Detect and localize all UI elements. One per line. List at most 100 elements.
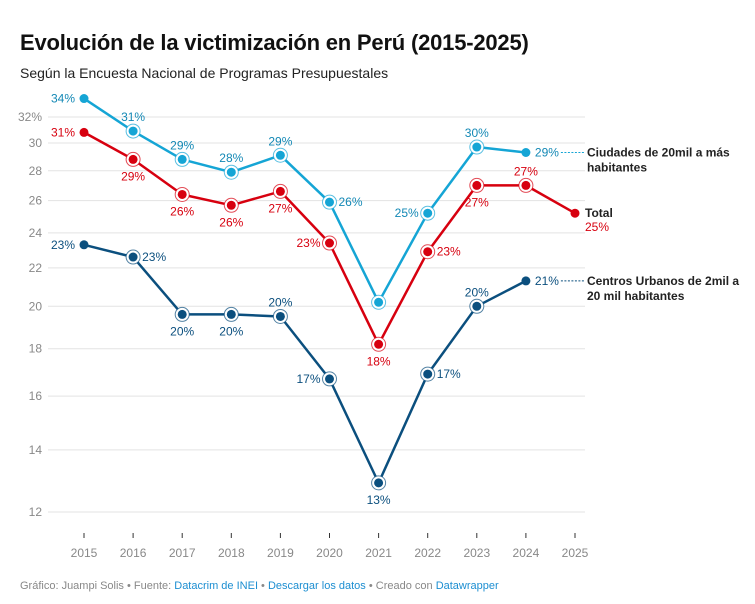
y-tick-label: 24 [29, 226, 43, 240]
data-point [521, 276, 531, 286]
data-point [128, 126, 138, 136]
data-label: 20% [465, 285, 489, 299]
x-tick-label: 2017 [169, 546, 196, 560]
data-label: 28% [219, 151, 243, 165]
data-label: 20% [268, 295, 292, 309]
data-point [128, 252, 138, 262]
legend-label: Ciudades de 20mil a más [587, 145, 730, 159]
series-line [83, 97, 527, 304]
data-point [472, 301, 482, 311]
y-tick-label: 28 [29, 164, 43, 178]
data-point [472, 180, 482, 190]
data-label: 31% [121, 110, 145, 124]
y-tick-label: 18 [29, 342, 43, 356]
chart-subtitle: Según la Encuesta Nacional de Programas … [20, 65, 389, 81]
data-labels: 34% 31% 29% 28% 29% 26% 25% 30% 29% 31% 29% 26% 26% 2… [51, 92, 609, 507]
download-data-link[interactable]: Descargar los datos [267, 580, 366, 592]
data-point [325, 238, 334, 248]
data-label: 21% [535, 274, 559, 288]
data-point [226, 309, 236, 319]
footer-sep: • Creado con [365, 580, 436, 592]
data-label: 25% [395, 206, 419, 220]
data-label: 17% [296, 372, 320, 386]
data-label: 34% [51, 92, 75, 106]
data-label: 20% [219, 324, 243, 338]
datawrapper-link[interactable]: Datawrapper [435, 580, 499, 592]
data-point [177, 189, 187, 199]
footer: Gráfico: Juampi Solis • Fuente: Datacrim… [20, 580, 499, 592]
y-tick-label: 22 [29, 261, 43, 275]
legend-label: 20 mil habitantes [587, 289, 685, 303]
data-label: 25% [585, 220, 609, 234]
y-tick-label: 12 [29, 505, 43, 519]
x-tick-label: 2015 [71, 546, 98, 560]
footer-sep: • [258, 580, 268, 592]
data-label: 26% [339, 195, 363, 209]
data-point [423, 208, 433, 218]
data-point [275, 150, 285, 160]
x-tick-label: 2020 [316, 546, 343, 560]
x-tick-label: 2016 [120, 546, 147, 560]
data-points [79, 94, 580, 491]
data-point [177, 309, 187, 319]
y-tick-label: 32% [18, 110, 42, 124]
x-tick-label: 2019 [267, 546, 294, 560]
y-tick-label: 16 [29, 389, 43, 403]
data-point [374, 297, 384, 307]
data-label: 20% [170, 324, 194, 338]
data-label: 27% [268, 201, 292, 215]
data-label: 23% [296, 236, 320, 250]
data-point [374, 478, 384, 488]
data-label: 29% [170, 138, 194, 152]
data-point [521, 180, 531, 190]
source-link[interactable]: Datacrim de INEI [174, 580, 258, 592]
data-label: 23% [437, 245, 461, 259]
data-label: 30% [465, 126, 489, 140]
legend-label: habitantes [587, 160, 647, 174]
chart-title: Evolución de la victimización en Perú (2… [20, 30, 529, 55]
legend-label: Centros Urbanos de 2mil a [587, 274, 739, 288]
data-point [374, 339, 384, 349]
data-point [423, 247, 433, 257]
series-line [83, 243, 527, 485]
data-point [472, 142, 482, 152]
data-label: 26% [170, 204, 194, 218]
data-point [79, 127, 89, 137]
data-label: 29% [268, 134, 292, 148]
y-tick-label: 30 [29, 136, 43, 150]
y-tick-label: 14 [29, 443, 43, 457]
data-point [275, 311, 285, 321]
data-point [275, 186, 285, 196]
data-point [79, 240, 89, 250]
x-tick-label: 2024 [513, 546, 540, 560]
x-tick-label: 2025 [562, 546, 589, 560]
grid-lines: 12 14 16 18 20 22 24 26 28 30 32% [18, 110, 585, 519]
data-point [423, 369, 433, 379]
y-tick-label: 20 [29, 299, 43, 313]
data-point [226, 200, 236, 210]
data-label: 29% [121, 169, 145, 183]
data-label: 23% [142, 250, 166, 264]
data-point [177, 154, 187, 164]
data-point [79, 94, 89, 104]
data-point [325, 197, 334, 207]
x-axis: 2015 2016 2017 2018 2019 2020 2021 2022 2023 2024… [71, 533, 589, 560]
data-label: 18% [367, 354, 391, 368]
data-label: 23% [51, 238, 75, 252]
data-label: 13% [367, 493, 391, 507]
legend-label: Total [585, 206, 613, 220]
data-label: 17% [437, 367, 461, 381]
data-label: 26% [219, 215, 243, 229]
data-point [128, 154, 138, 164]
series-lines [83, 97, 576, 485]
data-point [226, 167, 236, 177]
x-tick-label: 2018 [218, 546, 245, 560]
x-tick-label: 2021 [365, 546, 392, 560]
data-point [570, 208, 580, 218]
data-point [521, 147, 531, 157]
data-label: 27% [514, 164, 538, 178]
data-label: 29% [535, 145, 559, 159]
y-tick-label: 26 [29, 194, 43, 208]
